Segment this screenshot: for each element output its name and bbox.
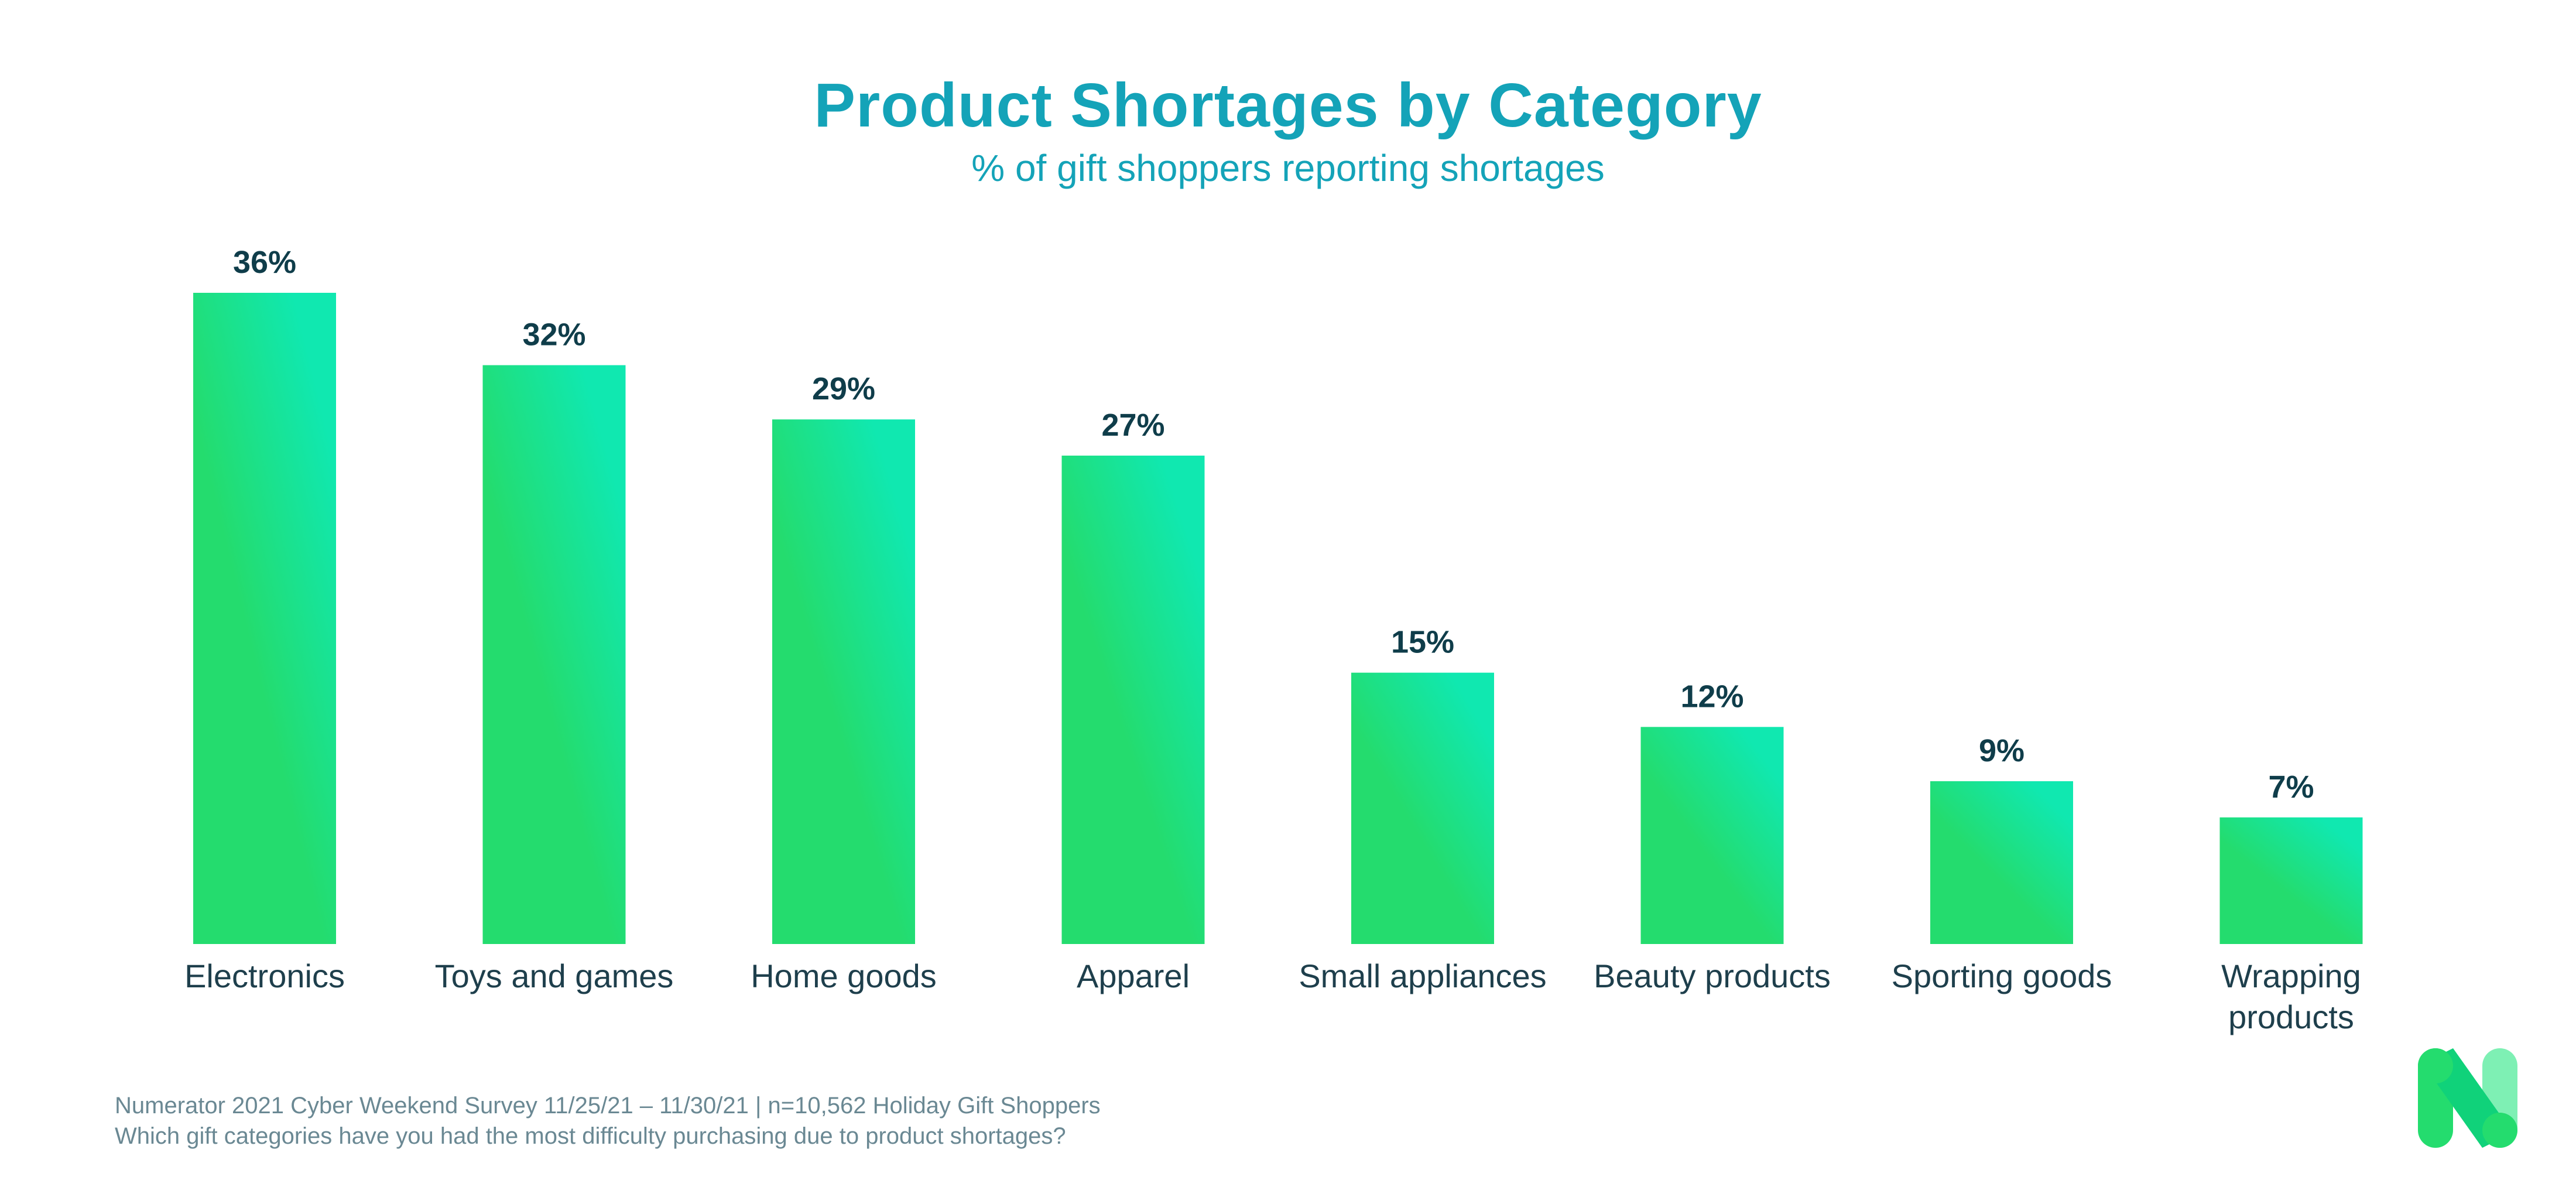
numerator-n-logo-icon — [2418, 1048, 2517, 1148]
value-label: 12% — [1680, 679, 1743, 714]
category-label-line: Wrapping — [2221, 957, 2361, 994]
category-label: Wrapping products — [2221, 957, 2361, 1035]
bar-wrapping-products — [2219, 817, 2363, 944]
chart-subtitle: % of gift shoppers reporting shortages — [971, 147, 1605, 189]
category-label: Toys and games — [435, 957, 674, 994]
category-label: Home goods — [751, 957, 937, 994]
category-label-line: Electronics — [184, 957, 345, 994]
category-label-line: Small appliances — [1299, 957, 1546, 994]
category-label-line: Apparel — [1077, 957, 1190, 994]
bar-sporting-goods — [1930, 781, 2073, 944]
bar-toys-and-games — [482, 365, 626, 944]
category-label: Electronics — [184, 957, 345, 994]
value-label: 32% — [522, 317, 585, 353]
source-note: Numerator 2021 Cyber Weekend Survey 11/2… — [115, 1090, 1101, 1151]
category-label-line: Beauty products — [1594, 957, 1831, 994]
value-label: 36% — [233, 245, 296, 280]
bar-apparel — [1061, 456, 1205, 944]
value-label: 7% — [2268, 770, 2314, 805]
category-label-line: Toys and games — [435, 957, 674, 994]
source-line: Numerator 2021 Cyber Weekend Survey 11/2… — [115, 1093, 1101, 1119]
bar-home-goods — [772, 419, 915, 944]
category-label: Apparel — [1077, 957, 1190, 994]
chart-title: Product Shortages by Category — [814, 71, 1762, 140]
category-label-line: products — [2228, 998, 2354, 1035]
category-label-line: Sporting goods — [1892, 957, 2112, 994]
bar-electronics — [193, 293, 336, 944]
bar-small-appliances — [1351, 672, 1494, 944]
value-label: 15% — [1391, 625, 1454, 660]
category-label: Sporting goods — [1892, 957, 2112, 994]
category-label-line: Home goods — [751, 957, 937, 994]
bars-layer: 36% Electronics 32% Toys and games 29% Home g… — [184, 245, 2363, 1035]
value-label: 27% — [1101, 408, 1164, 443]
value-label: 9% — [1979, 733, 2025, 768]
question-line: Which gift categories have you had the m… — [115, 1123, 1066, 1149]
bar-beauty-products — [1640, 727, 1784, 944]
value-label: 29% — [812, 371, 875, 406]
category-label: Beauty products — [1594, 957, 1831, 994]
category-label: Small appliances — [1299, 957, 1546, 994]
